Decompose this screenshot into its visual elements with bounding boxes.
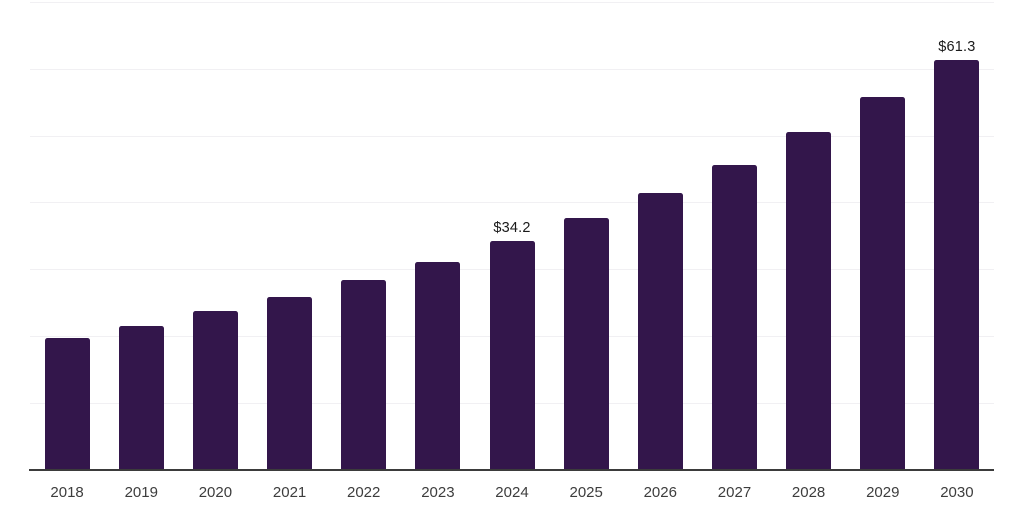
x-tick-2019: 2019 [124, 484, 158, 501]
gridline-70 [30, 1, 994, 3]
gridline-60 [30, 68, 994, 70]
bar-2019 [118, 325, 164, 470]
value-label-2024: $34.2 [493, 220, 531, 237]
bar-2018 [44, 338, 90, 470]
gridline-40 [30, 202, 994, 204]
x-tick-2027: 2027 [717, 484, 752, 501]
x-tick-2028: 2028 [791, 484, 826, 501]
gridline-50 [30, 135, 994, 137]
bar-2024 [489, 241, 535, 470]
x-tick-2022: 2022 [347, 484, 381, 501]
x-tick-2020: 2020 [198, 484, 233, 501]
bar-2020 [192, 311, 238, 470]
x-tick-2030: 2030 [940, 484, 974, 501]
bar-2025 [563, 217, 609, 470]
x-tick-2029: 2029 [866, 484, 900, 501]
bar-2030 [934, 59, 980, 470]
x-axis-line [29, 469, 994, 471]
x-tick-2026: 2026 [643, 484, 677, 501]
x-tick-2023: 2023 [421, 484, 455, 501]
x-tick-2025: 2025 [569, 484, 603, 501]
value-label-2030: $61.3 [938, 38, 976, 55]
x-tick-2021: 2021 [272, 484, 307, 501]
bar-2023 [415, 261, 461, 470]
bar-2021 [267, 296, 312, 470]
x-tick-2024: 2024 [495, 484, 529, 501]
bar-2027 [712, 164, 757, 470]
bar-2029 [860, 96, 906, 470]
x-tick-2018: 2018 [50, 484, 84, 501]
bar-2026 [637, 193, 683, 470]
bar-2028 [786, 132, 832, 470]
bar-2022 [341, 280, 387, 470]
